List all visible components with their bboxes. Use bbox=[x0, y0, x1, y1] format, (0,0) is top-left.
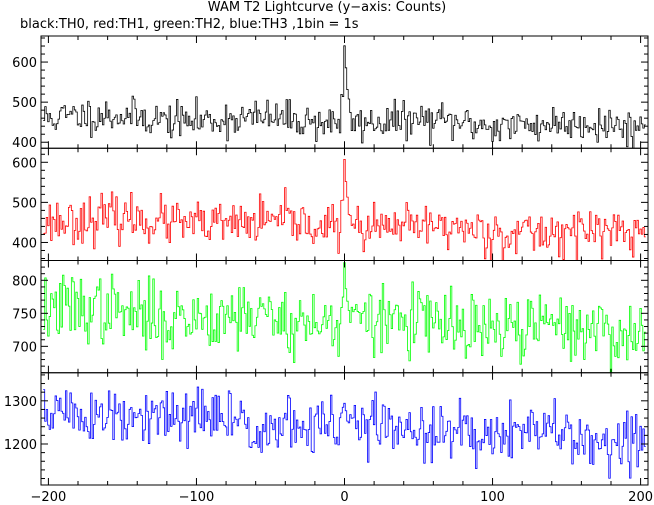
series-th0 bbox=[43, 45, 646, 149]
x-tick-label: 0 bbox=[340, 490, 348, 505]
y-tick-label: 500 bbox=[12, 96, 37, 111]
y-tick-label: 600 bbox=[12, 156, 37, 171]
panel-th0: 400 500 600 bbox=[12, 35, 649, 151]
y-tick-label: 1300 bbox=[4, 395, 37, 410]
series-th1 bbox=[43, 158, 646, 261]
x-tick-label: −200 bbox=[31, 490, 67, 505]
y-tick-label: 400 bbox=[12, 136, 37, 151]
y-tick-label: 1200 bbox=[4, 438, 37, 453]
panel-frame bbox=[40, 372, 649, 486]
y-tick-label: 700 bbox=[12, 340, 37, 355]
y-tick-label: 500 bbox=[12, 196, 37, 211]
x-tick-label: 100 bbox=[480, 490, 505, 505]
panel-th1: 400 500 600 bbox=[12, 147, 649, 261]
y-tick-label: 400 bbox=[12, 236, 37, 251]
panel-th2: 700 750 800 bbox=[12, 260, 649, 374]
chart-subtitle: black:TH0, red:TH1, green:TH2, blue:TH3 … bbox=[20, 17, 359, 32]
y-tick-label: 800 bbox=[12, 274, 37, 289]
x-tick-label: 200 bbox=[628, 490, 653, 505]
chart-title: WAM T2 Lightcurve (y−axis: Counts) bbox=[207, 0, 447, 15]
series-th3 bbox=[43, 386, 646, 479]
x-tick-label: −100 bbox=[179, 490, 215, 505]
y-tick-label: 600 bbox=[12, 56, 37, 71]
panel-th3: 1200 1300 bbox=[4, 372, 649, 486]
y-tick-label: 750 bbox=[12, 307, 37, 322]
